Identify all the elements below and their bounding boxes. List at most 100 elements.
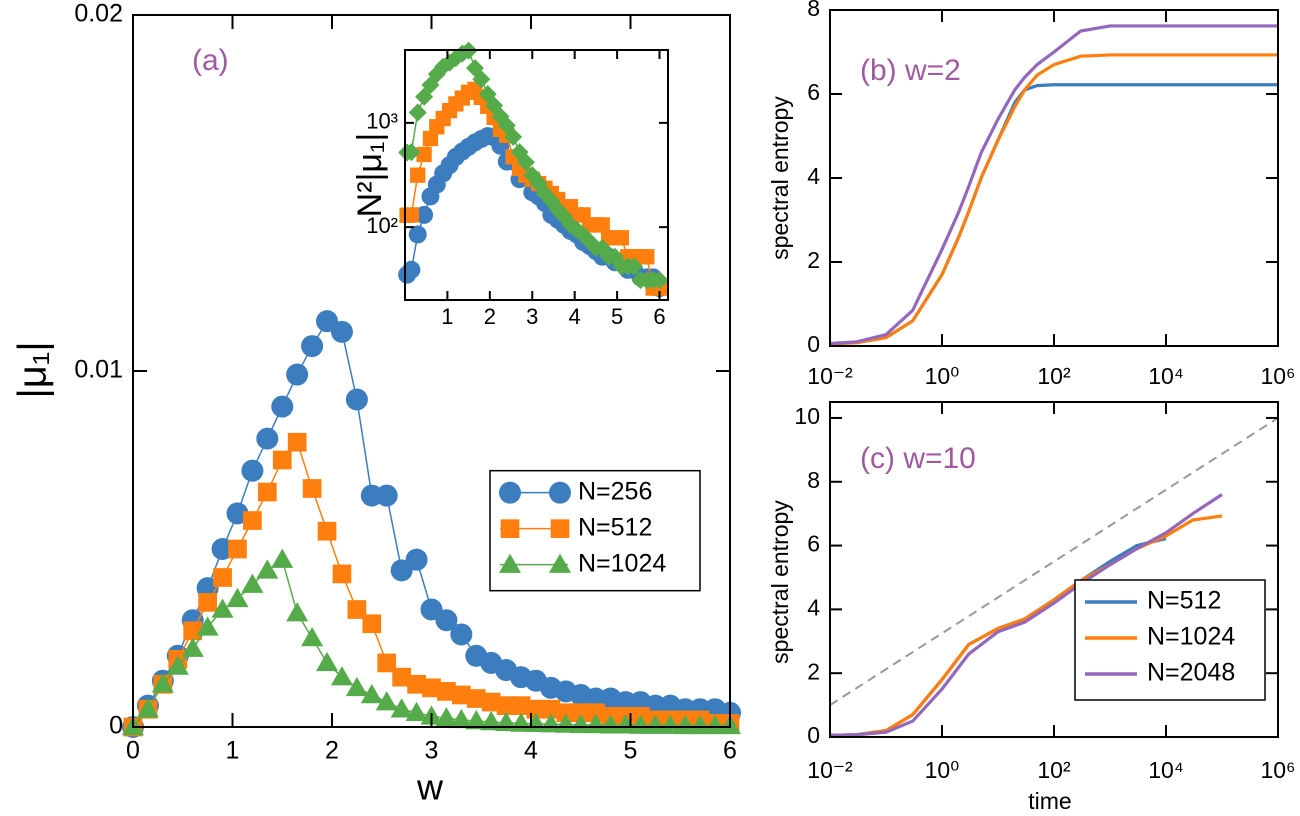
y-tick-label: 6 xyxy=(807,79,820,105)
marker xyxy=(196,616,219,636)
y-axis-title: spectral entropy xyxy=(767,500,793,664)
marker xyxy=(241,573,264,593)
marker xyxy=(569,713,592,734)
marker xyxy=(360,683,383,704)
legend-marker xyxy=(549,553,571,573)
marker xyxy=(674,714,697,735)
marker xyxy=(332,564,352,584)
y-tick-label: 8 xyxy=(807,467,820,493)
x-tick-label: 10⁶ xyxy=(1260,757,1295,783)
marker xyxy=(257,482,277,502)
plot-area xyxy=(830,417,1278,737)
marker xyxy=(181,637,204,657)
x-tick-label: 5 xyxy=(624,737,638,765)
marker xyxy=(405,701,428,722)
data-line xyxy=(830,24,1278,346)
y-tick-label: 6 xyxy=(807,531,820,557)
marker xyxy=(316,651,339,672)
panel-label: (b) w=2 xyxy=(860,54,961,87)
marker xyxy=(256,427,279,450)
x-tick-label: 4 xyxy=(524,737,538,765)
panel: 10⁻² 10⁰ 10² 10⁴ 10⁶ 0 2 4 6 8 10 time spectral entr… xyxy=(767,401,1296,814)
marker xyxy=(435,609,458,632)
marker xyxy=(402,260,421,279)
marker xyxy=(183,621,203,641)
marker xyxy=(599,714,622,734)
marker xyxy=(211,598,234,618)
marker xyxy=(243,511,262,530)
marker xyxy=(704,714,727,735)
x-axis-title: time xyxy=(1028,788,1071,814)
marker xyxy=(650,271,669,290)
marker xyxy=(408,225,427,244)
plot-area xyxy=(830,24,1278,346)
x-tick-label: 10⁴ xyxy=(1148,363,1183,389)
legend-label: N=1024 xyxy=(578,549,666,577)
y-tick-label: 4 xyxy=(807,163,820,189)
marker xyxy=(198,593,217,612)
x-tick-label: 10⁻² xyxy=(807,363,853,389)
marker xyxy=(659,714,682,734)
y-tick-label: 0 xyxy=(109,712,123,740)
x-tick-label: 4 xyxy=(569,304,581,329)
data-line xyxy=(830,514,1223,737)
legend-label: N=1024 xyxy=(1147,623,1235,651)
marker xyxy=(241,459,264,482)
legend-label: N=512 xyxy=(1147,587,1221,615)
marker xyxy=(586,703,606,723)
marker xyxy=(644,714,667,734)
x-tick-label: 10² xyxy=(1037,757,1071,783)
marker xyxy=(151,673,174,693)
marker xyxy=(375,691,398,711)
marker xyxy=(375,484,398,507)
marker xyxy=(226,587,249,608)
marker xyxy=(450,623,473,646)
marker xyxy=(287,432,307,452)
y-tick-label: 0.02 xyxy=(74,0,123,28)
legend: N=256 N=512 N=1024 xyxy=(489,469,701,592)
y-axis-title: spectral entropy xyxy=(767,96,793,260)
marker xyxy=(422,678,441,698)
y-tick-label: 10² xyxy=(366,213,398,238)
x-tick-label: 1 xyxy=(226,737,240,765)
marker xyxy=(347,600,367,619)
legend-marker xyxy=(550,519,570,539)
marker xyxy=(614,714,637,734)
plot-area xyxy=(398,41,669,298)
x-tick-label: 3 xyxy=(425,737,439,765)
marker xyxy=(286,363,309,386)
marker xyxy=(584,713,607,734)
x-tick-label: 10⁰ xyxy=(925,757,960,783)
reference-line xyxy=(830,417,1278,706)
marker xyxy=(435,707,458,727)
x-tick-label: 2 xyxy=(325,737,339,765)
legend-marker xyxy=(499,553,521,573)
marker xyxy=(317,521,337,541)
marker xyxy=(466,689,486,708)
marker xyxy=(271,548,294,568)
marker xyxy=(330,666,353,686)
marker xyxy=(302,479,322,498)
legend-box xyxy=(1074,579,1266,701)
marker xyxy=(228,539,247,559)
panel: 10⁻² 10⁰ 10² 10⁴ 10⁶ 0 2 4 6 8 spectral entropy (b)… xyxy=(767,0,1295,389)
marker xyxy=(407,674,426,694)
x-tick-label: 10⁻² xyxy=(807,757,853,783)
marker xyxy=(450,708,473,729)
marker xyxy=(377,653,397,673)
x-tick-label: 10⁴ xyxy=(1148,757,1183,783)
marker xyxy=(629,714,652,734)
marker xyxy=(541,699,561,719)
marker xyxy=(272,450,292,470)
marker xyxy=(472,70,491,89)
x-tick-label: 10² xyxy=(1037,363,1071,389)
marker xyxy=(415,205,434,224)
y-tick-label: 4 xyxy=(807,594,820,620)
marker xyxy=(403,207,420,223)
legend-label: N=2048 xyxy=(1147,659,1235,687)
y-tick-label: 8 xyxy=(807,0,820,21)
marker xyxy=(405,548,428,571)
plot-border xyxy=(404,49,669,301)
marker xyxy=(211,538,234,560)
